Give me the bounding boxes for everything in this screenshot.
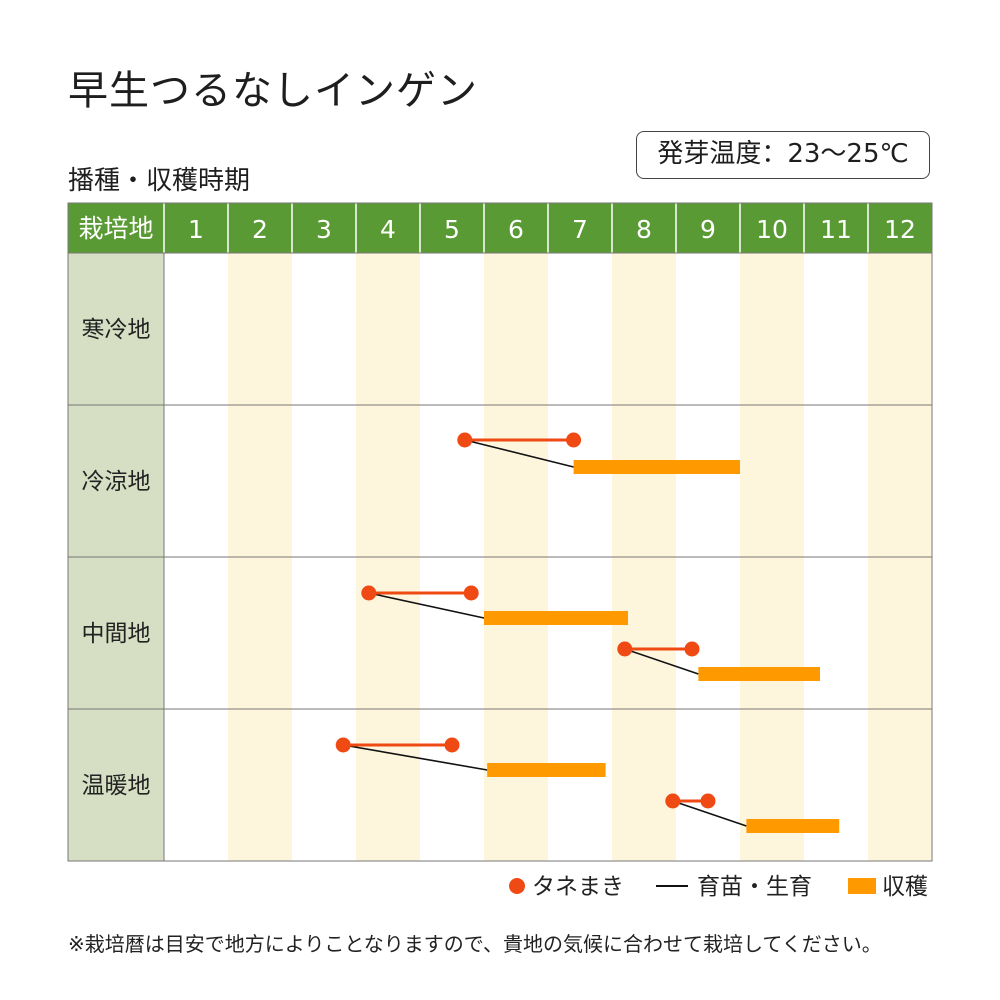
growing-line — [343, 744, 488, 771]
harvest-bar — [487, 763, 606, 777]
harvest-bar — [746, 819, 840, 833]
legend-growing-label: 育苗・生育 — [697, 874, 812, 900]
page-title: 早生つるなしインゲン — [68, 68, 478, 114]
region-label: 寒冷地 — [82, 317, 151, 343]
month-label: 1 — [188, 215, 204, 244]
sowing-start-dot — [361, 585, 377, 601]
header-bar — [68, 203, 932, 253]
chart-subtitle: 播種・収穫時期 — [68, 166, 251, 196]
germination-temp-badge: 発芽温度：23〜25℃ — [636, 131, 930, 179]
footnote: ※栽培暦は目安で地方によりことなりますので、貴地の気候に合わせて栽培してください… — [68, 932, 882, 956]
month-label: 3 — [316, 215, 332, 244]
month-label: 6 — [508, 215, 524, 244]
legend-harvest-label: 収穫 — [882, 874, 928, 900]
month-label: 10 — [756, 215, 788, 244]
harvest-bar — [484, 611, 628, 625]
month-label: 8 — [636, 215, 652, 244]
region-label: 中間地 — [82, 621, 151, 647]
sowing-start-dot — [665, 793, 681, 809]
sowing-start-dot — [617, 641, 633, 657]
region-label: 温暖地 — [82, 773, 151, 799]
growing-line — [368, 592, 485, 619]
month-label: 12 — [884, 215, 916, 244]
header-label-region: 栽培地 — [78, 214, 153, 243]
region-label: 冷涼地 — [82, 469, 151, 495]
legend-sowing-label: タネまき — [532, 874, 624, 900]
legend-harvest-swatch — [848, 878, 876, 894]
sowing-start-dot — [457, 432, 473, 448]
month-label: 9 — [700, 215, 716, 244]
month-label: 11 — [820, 215, 852, 244]
sowing-start-dot — [335, 737, 351, 753]
growing-line — [672, 800, 747, 827]
growing-line — [464, 439, 574, 468]
growing-line — [624, 648, 699, 675]
legend-sowing-dot — [509, 878, 525, 894]
chart-border — [67, 202, 933, 862]
sowing-end-dot — [463, 585, 479, 601]
month-label: 2 — [252, 215, 268, 244]
harvest-bar — [573, 460, 740, 474]
harvest-bar — [698, 667, 820, 681]
sowing-end-dot — [684, 641, 700, 657]
month-label: 4 — [380, 215, 396, 244]
month-label: 7 — [572, 215, 588, 244]
sowing-end-dot — [566, 432, 582, 448]
month-label: 5 — [444, 215, 460, 244]
sowing-end-dot — [444, 737, 460, 753]
sowing-end-dot — [700, 793, 716, 809]
